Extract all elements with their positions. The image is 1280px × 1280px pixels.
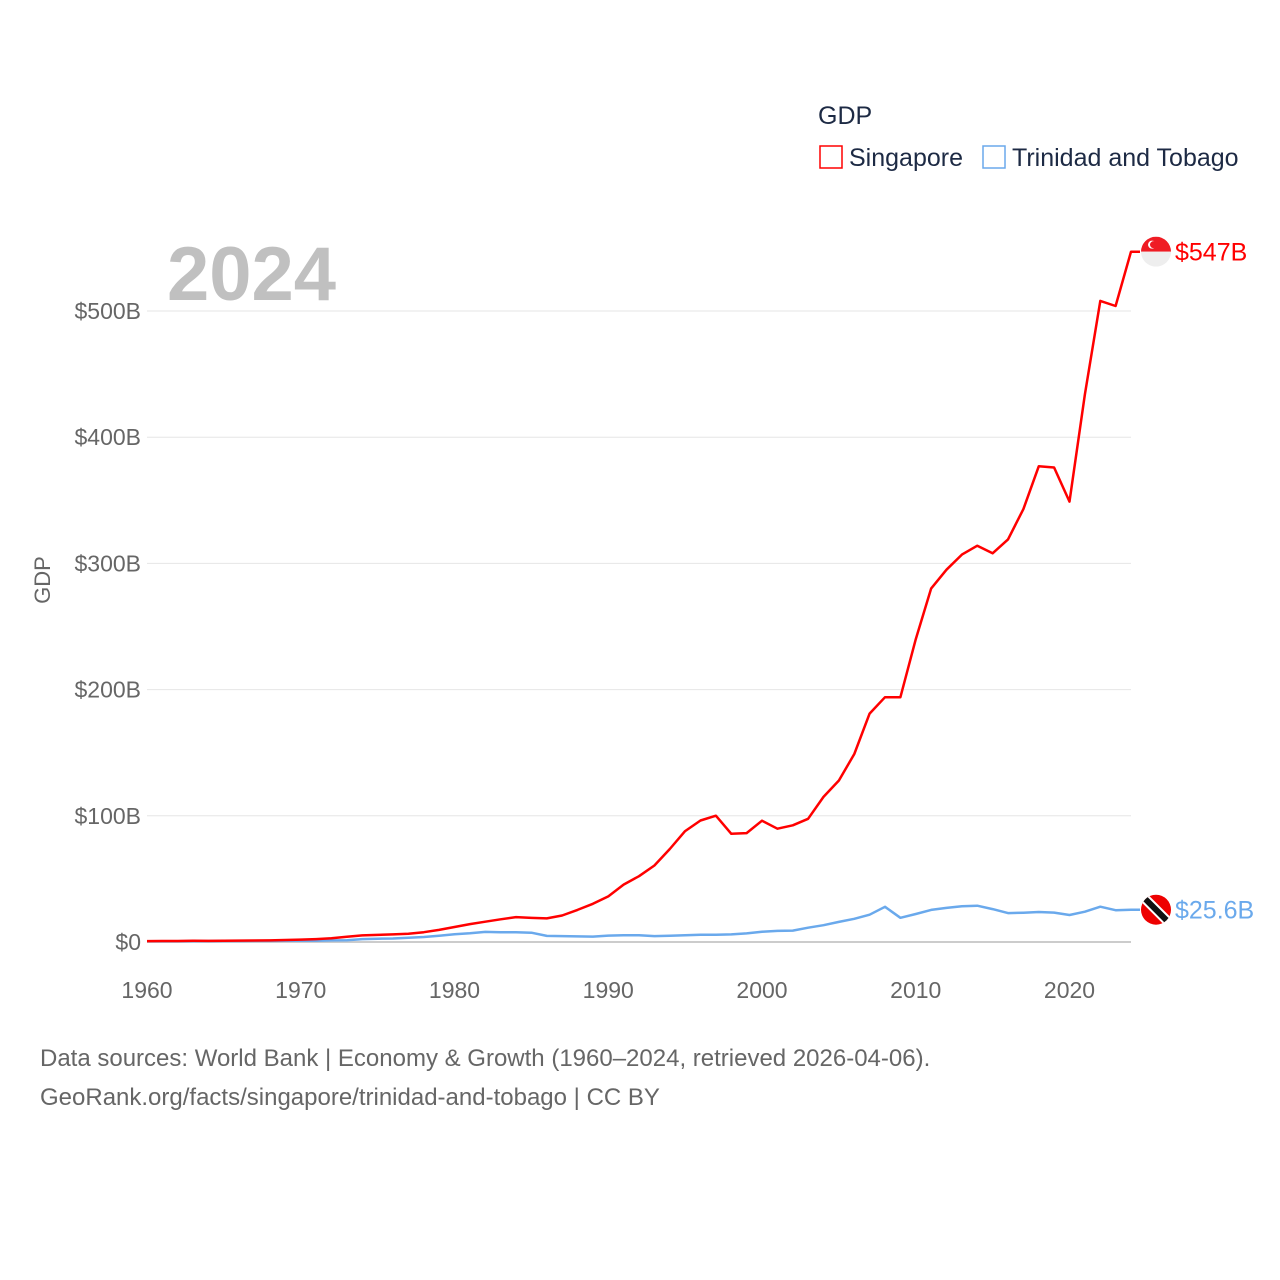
y-tick-label: $0 (115, 929, 141, 955)
end-label-trinidad: $25.6B (1175, 897, 1254, 925)
singapore-flag-icon (1141, 236, 1171, 267)
trinidad-flag-icon (1141, 894, 1171, 925)
year-watermark: 2024 (167, 232, 336, 317)
y-tick-label: $100B (74, 803, 141, 829)
series-line-trinidad[interactable] (146, 904, 1140, 943)
y-tick-label: $200B (74, 677, 141, 703)
legend-swatch-singapore (819, 145, 843, 169)
x-tick-label: 1960 (121, 977, 172, 1003)
x-tick-label: 2020 (1044, 977, 1095, 1003)
x-tick-label: 2000 (736, 977, 787, 1003)
y-axis-label: GDP (30, 556, 55, 604)
legend-label-singapore[interactable]: Singapore (849, 144, 963, 172)
legend-label-trinidad[interactable]: Trinidad and Tobago (1012, 144, 1239, 172)
y-tick-label: $300B (74, 550, 141, 576)
footer-sources: Data sources: World Bank | Economy & Gro… (40, 1045, 931, 1072)
end-label-singapore: $547B (1175, 239, 1247, 267)
series-line-singapore[interactable] (146, 250, 1140, 943)
footer-link[interactable]: GeoRank.org/facts/singapore/trinidad-and… (40, 1084, 660, 1111)
y-tick-label: $400B (74, 424, 141, 450)
x-tick-label: 1990 (583, 977, 634, 1003)
x-tick-label: 1970 (275, 977, 326, 1003)
legend: GDP Singapore Trinidad and Tobago (818, 102, 1239, 172)
legend-swatch-trinidad (982, 145, 1006, 169)
y-tick-label: $500B (74, 298, 141, 324)
x-tick-label: 1980 (429, 977, 480, 1003)
x-tick-label: 2010 (890, 977, 941, 1003)
legend-title: GDP (818, 102, 872, 130)
